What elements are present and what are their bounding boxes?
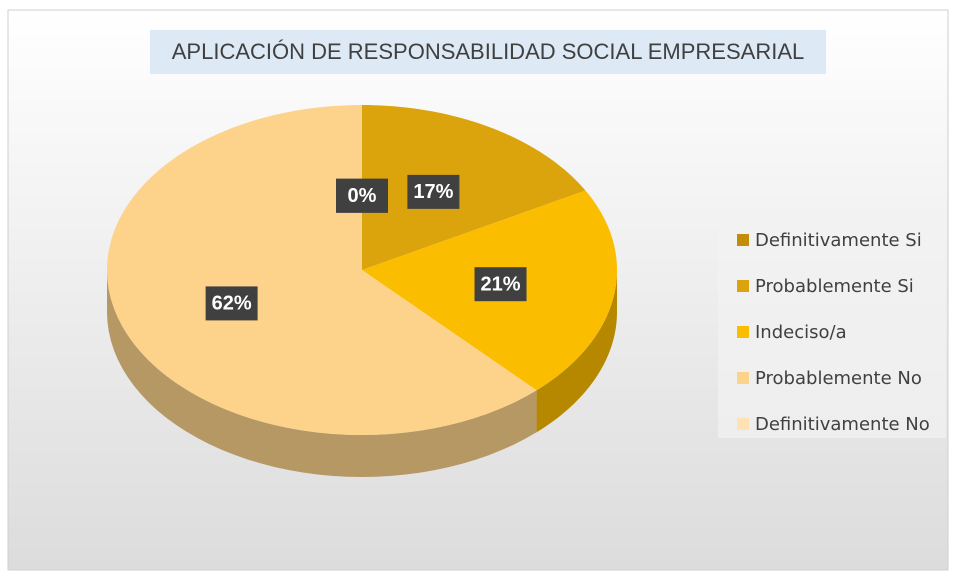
data-label: 0% <box>348 185 377 207</box>
legend-swatch <box>737 280 749 292</box>
legend-box <box>718 212 946 438</box>
legend-label: Probablemente No <box>755 368 922 389</box>
data-label: 62% <box>212 293 252 315</box>
legend-label: Definitivamente No <box>755 414 930 435</box>
pie-slice <box>362 105 586 270</box>
legend-swatch <box>737 326 749 338</box>
data-label-box <box>407 174 460 209</box>
legend-label: Indeciso/a <box>755 322 847 343</box>
data-label-box <box>474 267 527 302</box>
legend-label: Probablemente Si <box>755 276 914 297</box>
legend-swatch <box>737 234 749 246</box>
data-label: 17% <box>413 181 453 203</box>
data-label-box <box>205 286 258 321</box>
pie-side <box>107 270 537 477</box>
pie-slice <box>107 105 537 435</box>
data-label-box <box>336 178 388 213</box>
pie-side <box>536 270 617 433</box>
legend-swatch <box>737 418 749 430</box>
legend-label: Definitivamente Si <box>755 230 922 251</box>
chart-title: APLICACIÓN DE RESPONSABILIDAD SOCIAL EMP… <box>172 39 804 64</box>
legend-swatch <box>737 372 749 384</box>
title-box <box>150 30 826 74</box>
data-label: 21% <box>481 273 521 295</box>
